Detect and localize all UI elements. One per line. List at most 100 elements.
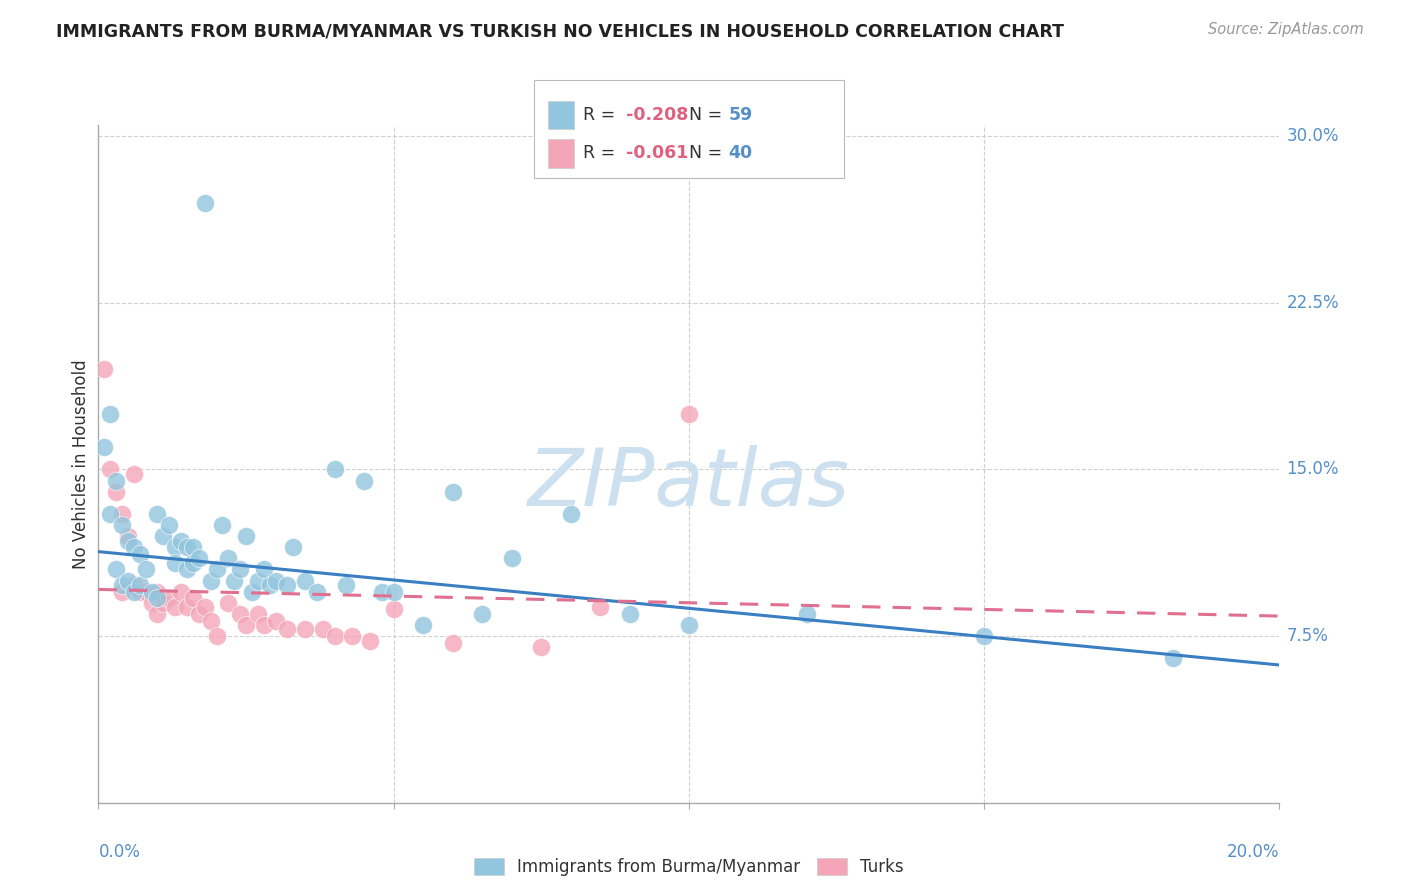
Point <box>412 618 434 632</box>
Text: 7.5%: 7.5% <box>1286 627 1329 645</box>
Point <box>165 600 187 615</box>
Text: 59: 59 <box>728 106 752 124</box>
Point <box>973 629 995 643</box>
Point <box>105 474 128 488</box>
Point <box>441 484 464 499</box>
Point <box>323 462 346 476</box>
Point <box>122 578 145 592</box>
Text: 0.0%: 0.0% <box>98 843 141 861</box>
Point <box>229 562 252 576</box>
Point <box>128 547 150 561</box>
Point <box>253 562 276 576</box>
Text: 40: 40 <box>728 145 752 162</box>
Point <box>205 562 228 576</box>
Point <box>98 462 121 476</box>
Point <box>181 540 204 554</box>
Point <box>176 540 198 554</box>
Point <box>111 507 134 521</box>
Point <box>122 584 145 599</box>
Point <box>796 607 818 621</box>
Point <box>187 551 209 566</box>
Point <box>200 574 222 588</box>
Point <box>312 623 335 637</box>
Point <box>200 614 222 628</box>
Text: -0.208: -0.208 <box>626 106 688 124</box>
Point <box>342 629 364 643</box>
Text: 30.0%: 30.0% <box>1286 127 1339 145</box>
Text: ZIPatlas: ZIPatlas <box>527 445 851 524</box>
Point <box>170 584 193 599</box>
Text: -0.061: -0.061 <box>626 145 688 162</box>
Point <box>93 440 115 454</box>
Point <box>530 640 553 655</box>
Point <box>141 596 163 610</box>
Point <box>276 623 298 637</box>
Point <box>98 407 121 421</box>
Point <box>117 533 139 548</box>
Point <box>283 540 305 554</box>
Point <box>678 618 700 632</box>
Text: N =: N = <box>689 145 728 162</box>
Point <box>323 629 346 643</box>
Point <box>217 596 239 610</box>
Point <box>93 362 115 376</box>
Point <box>224 574 246 588</box>
Point <box>441 636 464 650</box>
Point <box>240 584 263 599</box>
Point <box>211 518 233 533</box>
Point <box>117 574 139 588</box>
Text: N =: N = <box>689 106 728 124</box>
Point <box>187 607 209 621</box>
Point <box>229 607 252 621</box>
Point <box>117 529 139 543</box>
Point <box>165 540 187 554</box>
Point <box>122 467 145 481</box>
Point <box>181 556 204 570</box>
Text: 22.5%: 22.5% <box>1286 293 1339 311</box>
Point <box>128 578 150 592</box>
Point <box>246 574 269 588</box>
Point <box>135 584 157 599</box>
Point <box>105 484 128 499</box>
Point <box>135 562 157 576</box>
Text: Source: ZipAtlas.com: Source: ZipAtlas.com <box>1208 22 1364 37</box>
Point <box>359 633 381 648</box>
Point <box>235 529 257 543</box>
Point <box>157 518 180 533</box>
Point <box>165 556 187 570</box>
Point <box>170 533 193 548</box>
Point <box>141 584 163 599</box>
Text: 15.0%: 15.0% <box>1286 460 1339 478</box>
Point <box>111 578 134 592</box>
Point <box>194 600 217 615</box>
Point <box>276 578 298 592</box>
Point <box>353 474 375 488</box>
Point <box>176 562 198 576</box>
Point <box>157 591 180 606</box>
Point <box>146 584 169 599</box>
Point <box>253 618 276 632</box>
Point <box>122 540 145 554</box>
Point <box>678 407 700 421</box>
Point <box>152 596 174 610</box>
Text: R =: R = <box>583 106 621 124</box>
Point <box>501 551 523 566</box>
Point <box>264 574 287 588</box>
Point <box>128 584 150 599</box>
Text: IMMIGRANTS FROM BURMA/MYANMAR VS TURKISH NO VEHICLES IN HOUSEHOLD CORRELATION CH: IMMIGRANTS FROM BURMA/MYANMAR VS TURKISH… <box>56 22 1064 40</box>
Point <box>294 574 316 588</box>
Point <box>264 614 287 628</box>
Point <box>382 584 405 599</box>
Text: R =: R = <box>583 145 621 162</box>
Point <box>146 591 169 606</box>
Point <box>146 507 169 521</box>
Point <box>1161 651 1184 665</box>
Point <box>111 584 134 599</box>
Point <box>217 551 239 566</box>
Point <box>111 518 134 533</box>
Point <box>560 507 582 521</box>
Point <box>382 602 405 616</box>
Point <box>181 591 204 606</box>
Point <box>194 195 217 210</box>
Point <box>146 607 169 621</box>
